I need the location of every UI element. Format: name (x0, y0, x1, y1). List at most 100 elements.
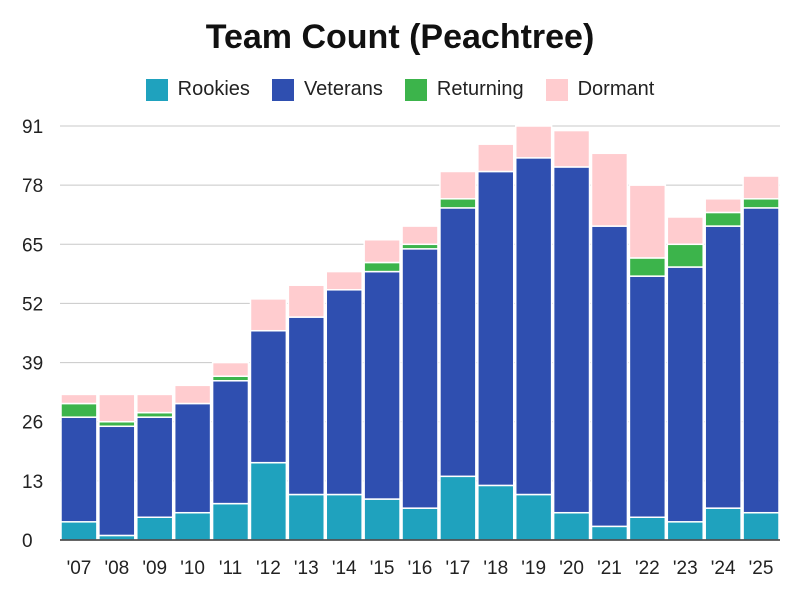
bar-segment-dormant (590, 152, 629, 227)
bar-segment-rookies (363, 498, 401, 541)
bar-segment-dormant (211, 361, 250, 377)
legend-label: Returning (436, 78, 524, 100)
bar-segment-veterans (60, 416, 98, 523)
bar-segment-dormant (136, 393, 174, 414)
bar-segment-dormant (439, 170, 477, 200)
bar-segment-dormant (628, 184, 667, 259)
x-tick-label: '07 (67, 558, 92, 579)
bar-segment-veterans (477, 170, 515, 487)
bar-segment-rookies (439, 475, 477, 541)
x-tick-label: '17 (446, 558, 471, 579)
bar-segment-rookies (287, 493, 326, 541)
bar-segment-returning (666, 243, 704, 268)
x-tick-label: '24 (711, 558, 736, 579)
legend-label: Rookies (177, 78, 250, 100)
legend-label: Dormant (577, 78, 655, 100)
y-tick-label: 65 (22, 235, 43, 256)
x-tick-label: '21 (597, 558, 622, 579)
bar-segment-returning (439, 198, 477, 209)
bar-segment-returning (363, 261, 401, 273)
bar-segment-veterans (628, 275, 667, 519)
legend-item: Veterans (271, 78, 383, 101)
bar-segment-dormant (514, 125, 553, 159)
bar-segment-veterans (363, 270, 401, 500)
bar-segment-rookies (136, 516, 174, 541)
chart-title: Team Count (Peachtree) (205, 18, 595, 56)
bar-segment-veterans (173, 402, 212, 514)
legend-label: Veterans (303, 78, 383, 100)
bar-segment-dormant (704, 198, 742, 214)
bar-segment-dormant (666, 216, 704, 246)
bar-segment-dormant (363, 238, 401, 264)
y-tick-label: 0 (22, 531, 33, 552)
bar-segment-dormant (98, 393, 136, 423)
x-tick-label: '19 (521, 558, 546, 579)
legend-swatch (545, 78, 568, 101)
bar-segment-dormant (401, 225, 439, 246)
y-tick-label: 52 (22, 294, 43, 315)
bar-segment-veterans (590, 225, 629, 528)
x-tick-label: '18 (483, 558, 508, 579)
bar-segment-veterans (136, 416, 174, 519)
x-tick-label: '09 (142, 558, 167, 579)
bar-segment-rookies (249, 461, 288, 541)
bar-segment-rookies (60, 521, 98, 541)
bar-segment-dormant (249, 298, 288, 332)
legend-item: Rookies (145, 78, 250, 101)
bar-segment-rookies (742, 511, 780, 541)
y-tick-label: 13 (22, 472, 43, 493)
bar-segment-rookies (514, 493, 553, 541)
bar-segment-rookies (477, 484, 515, 541)
bar-segment-veterans (401, 248, 439, 509)
x-tick-label: '23 (673, 558, 698, 579)
bar-segment-veterans (249, 329, 288, 464)
bar-segment-returning (60, 402, 98, 418)
bar-segment-rookies (666, 521, 704, 541)
bar-segment-veterans (514, 157, 553, 496)
bar-segment-dormant (173, 384, 212, 405)
x-tick-label: '11 (219, 558, 242, 579)
bar-segment-veterans (439, 207, 477, 478)
bar-segment-veterans (742, 207, 780, 514)
bar-segment-dormant (742, 175, 780, 200)
bar-segment-dormant (287, 284, 326, 318)
bar-segment-rookies (628, 516, 667, 541)
y-tick-label: 78 (22, 176, 43, 197)
x-tick-label: '14 (332, 558, 357, 579)
legend: Rookies Veterans Returning Dormant (0, 78, 800, 101)
bar-segment-rookies (173, 511, 212, 541)
bar-segment-rookies (325, 493, 363, 541)
bar-segment-rookies (211, 502, 250, 541)
legend-swatch (404, 78, 427, 101)
bar-segment-veterans (552, 166, 591, 514)
x-tick-label: '10 (180, 558, 205, 579)
bar-segment-returning (704, 211, 742, 227)
bar-segment-dormant (60, 393, 98, 405)
bar-segment-rookies (704, 507, 742, 541)
legend-item: Dormant (545, 78, 655, 101)
bar-segment-veterans (704, 225, 742, 509)
x-tick-label: '16 (408, 558, 433, 579)
x-tick-label: '25 (749, 558, 774, 579)
y-tick-label: 26 (22, 413, 43, 434)
bar-segment-veterans (211, 380, 250, 505)
bar-segment-returning (628, 257, 667, 277)
x-tick-label: '08 (104, 558, 129, 579)
bar-segment-veterans (666, 266, 704, 523)
x-tick-label: '22 (635, 558, 660, 579)
legend-swatch (145, 78, 168, 101)
bar-segment-rookies (590, 525, 629, 541)
y-tick-label: 91 (22, 117, 43, 138)
x-tick-label: '15 (370, 558, 395, 579)
bar-segment-returning (742, 198, 780, 209)
bar-segment-veterans (325, 289, 363, 496)
y-tick-label: 39 (22, 354, 43, 375)
x-tick-label: '20 (559, 558, 584, 579)
bar-segment-veterans (98, 425, 136, 537)
bar-segment-rookies (401, 507, 439, 541)
legend-item: Returning (404, 78, 524, 101)
legend-swatch (271, 78, 294, 101)
bar-segment-rookies (552, 511, 591, 541)
